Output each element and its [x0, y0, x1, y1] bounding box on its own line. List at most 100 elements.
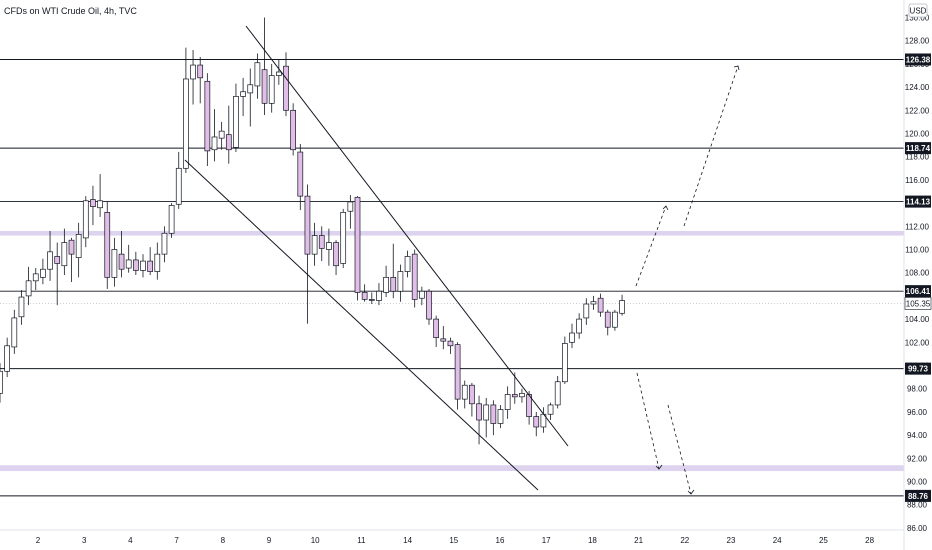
- candle-37: [261, 17, 268, 115]
- x-tick-label-6: 10: [311, 536, 320, 545]
- candle-87: [619, 294, 625, 316]
- candle-51: [361, 284, 368, 302]
- projection-arrow-up-1: [635, 205, 669, 287]
- candle-body: [240, 91, 246, 97]
- candle-53: [376, 283, 382, 306]
- candle-58: [411, 249, 418, 308]
- candle-20: [140, 254, 146, 278]
- y-tick-label-15: 116.00: [905, 176, 929, 185]
- projection-arrow-down-2: [667, 404, 695, 495]
- candle-85: [604, 309, 611, 336]
- level-label-bg-4: [905, 362, 931, 375]
- candle-3: [18, 290, 25, 325]
- candle-18: [125, 244, 132, 273]
- candle-15: [104, 201, 111, 289]
- candle-66: [469, 382, 475, 417]
- candle-8: [54, 242, 61, 306]
- x-tick-label-0: 2: [36, 536, 41, 545]
- candle-body: [211, 136, 218, 151]
- candle-65: [461, 380, 468, 409]
- candle-48: [340, 208, 347, 269]
- candle-75: [533, 411, 540, 437]
- y-tick-label-22: 130.00: [905, 14, 930, 23]
- highlight-zones: [0, 230, 904, 472]
- candle-34: [240, 77, 246, 117]
- candle-body: [554, 381, 561, 406]
- projection-arrow-up-2: [683, 65, 740, 227]
- candle-body: [90, 199, 96, 207]
- x-tick-label-18: 28: [865, 536, 874, 545]
- candle-4: [25, 266, 32, 306]
- candle-83: [590, 295, 597, 310]
- candle-59: [419, 286, 425, 306]
- candle-body: [168, 205, 175, 234]
- candle-body: [383, 276, 389, 293]
- x-tick-label-15: 23: [727, 536, 736, 545]
- candle-body: [290, 109, 296, 151]
- candlestick-series: [0, 17, 625, 445]
- candle-body: [619, 300, 625, 314]
- level-label-5: 88.76: [908, 492, 929, 501]
- candle-78: [554, 375, 561, 409]
- candle-body: [190, 64, 196, 80]
- x-tick-label-14: 22: [680, 536, 689, 545]
- level-label-bg-5: [905, 489, 931, 502]
- candle-77: [547, 402, 554, 421]
- candle-body: [140, 260, 146, 271]
- candle-11: [75, 222, 82, 278]
- candle-body: [376, 290, 382, 301]
- candle-body: [561, 343, 568, 383]
- x-tick-label-9: 15: [449, 536, 458, 545]
- candle-27: [190, 49, 196, 105]
- candle-50: [354, 196, 361, 301]
- candle-1: [4, 337, 11, 378]
- candle-33: [233, 83, 239, 153]
- candle-body: [247, 84, 254, 94]
- y-tick-label-12: 110.00: [905, 246, 929, 255]
- candle-body: [118, 253, 125, 270]
- candle-35: [247, 68, 254, 127]
- candle-55: [390, 243, 397, 299]
- candle-body: [104, 212, 111, 278]
- candle-22: [154, 242, 161, 280]
- candle-6: [40, 258, 46, 285]
- candle-body: [411, 253, 418, 300]
- projection-arrow-down-1: [636, 372, 663, 470]
- x-tick-label-4: 8: [221, 536, 226, 545]
- candle-body: [533, 416, 540, 428]
- candle-body: [519, 392, 525, 398]
- candle-body: [183, 78, 189, 169]
- candle-57: [404, 250, 411, 278]
- x-tick-label-8: 14: [403, 536, 412, 545]
- candle-body: [497, 409, 504, 424]
- candle-body: [326, 242, 332, 250]
- candle-body: [404, 256, 411, 272]
- candle-73: [519, 388, 525, 403]
- candle-body: [161, 232, 168, 255]
- candle-body: [54, 256, 61, 264]
- candle-body: [340, 212, 347, 264]
- y-tick-label-17: 120.00: [905, 130, 930, 139]
- candle-16: [111, 237, 118, 287]
- y-tick-label-9: 104.00: [905, 315, 930, 324]
- x-tick-label-3: 7: [174, 536, 179, 545]
- candle-31: [218, 121, 225, 150]
- candle-25: [175, 152, 182, 209]
- drawing-tools: [184, 25, 740, 495]
- candle-body: [419, 290, 425, 299]
- candle-body: [490, 404, 497, 424]
- candle-body: [576, 318, 583, 334]
- candle-body: [268, 75, 275, 104]
- candle-body: [75, 234, 82, 258]
- candle-67: [476, 395, 482, 445]
- candle-body: [461, 384, 468, 400]
- candle-body: [111, 249, 118, 278]
- level-price-labels: 126.38 118.74 114.13 106.41 99.73 88.76 105.35: [904, 53, 932, 502]
- candle-86: [612, 309, 618, 331]
- candle-body: [61, 242, 68, 267]
- candle-body: [504, 394, 511, 410]
- level-label-0: 126.38: [906, 55, 931, 64]
- x-tick-label-17: 25: [819, 536, 828, 545]
- y-tick-label-5: 96.00: [907, 408, 928, 417]
